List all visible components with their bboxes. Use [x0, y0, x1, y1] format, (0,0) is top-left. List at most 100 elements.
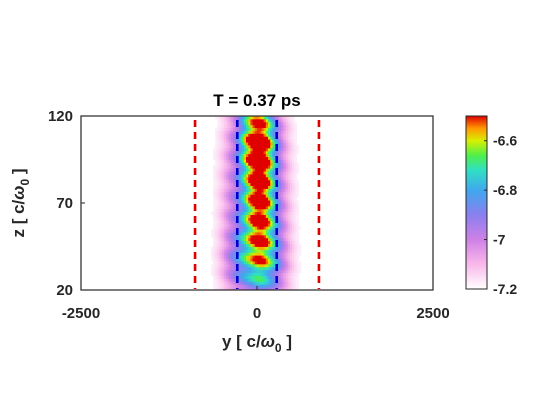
heatmap-cell	[226, 203, 229, 207]
heatmap-cell	[230, 116, 234, 120]
heatmap-cell	[230, 203, 234, 207]
heatmap-cell	[265, 136, 269, 140]
heatmap-cell	[270, 124, 273, 128]
heatmap-cell	[259, 147, 262, 152]
heatmap-cell	[213, 278, 216, 282]
heatmap-cell	[219, 171, 223, 175]
heatmap-cell	[221, 153, 225, 157]
heatmap-cell	[250, 200, 253, 204]
heatmap-cell	[268, 258, 271, 262]
heatmap-cell	[290, 153, 293, 157]
heatmap-cell	[243, 203, 247, 207]
heatmap-cell	[257, 142, 260, 146]
heatmap-cell	[279, 237, 282, 242]
heatmap-cell	[241, 133, 245, 137]
heatmap-cell	[217, 116, 220, 120]
heatmap-cell	[239, 243, 242, 247]
heatmap-cell	[285, 121, 289, 126]
heatmap-cell	[296, 263, 300, 268]
heatmap-cell	[296, 185, 300, 189]
heatmap-cell	[292, 150, 295, 155]
heatmap-cell	[257, 139, 260, 143]
heatmap-cell	[239, 223, 242, 227]
heatmap-cell	[270, 179, 273, 184]
heatmap-cell	[274, 165, 278, 169]
heatmap-cell	[226, 272, 229, 276]
heatmap-cell	[217, 281, 220, 285]
heatmap-cell	[259, 142, 262, 146]
heatmap-cell	[221, 237, 225, 242]
heatmap-cell	[259, 153, 262, 157]
heatmap-cell	[243, 118, 247, 123]
heatmap-cell	[290, 197, 293, 201]
heatmap-cell	[241, 162, 245, 166]
heatmap-cell	[219, 211, 223, 215]
heatmap-cell	[239, 174, 242, 178]
heatmap-cell	[294, 246, 297, 250]
heatmap-cell	[296, 217, 300, 221]
heatmap-cell	[217, 220, 220, 224]
heatmap-cell	[243, 185, 247, 189]
heatmap-cell	[292, 229, 295, 233]
heatmap-cell	[290, 156, 293, 160]
colorbar-ticks: -7.2-7-6.8-6.6	[484, 133, 517, 297]
heatmap-cell	[243, 234, 247, 239]
heatmap-cell	[263, 182, 267, 186]
heatmap-cell	[241, 147, 245, 152]
heatmap-cell	[210, 269, 214, 273]
heatmap-cell	[213, 220, 216, 224]
heatmap-cell	[290, 255, 293, 259]
heatmap-cell	[259, 162, 262, 166]
heatmap-cell	[239, 179, 242, 184]
heatmap-cell	[239, 118, 242, 123]
heatmap-cell	[217, 139, 220, 143]
heatmap-cell	[285, 147, 289, 152]
heatmap-cell	[252, 243, 256, 247]
heatmap-cell	[250, 194, 253, 198]
heatmap-cell	[259, 179, 262, 184]
heatmap-cell	[270, 246, 273, 250]
heatmap-cell	[263, 127, 267, 131]
heatmap-cell	[252, 174, 256, 178]
heatmap-cell	[294, 252, 297, 256]
heatmap-cell	[228, 226, 231, 230]
heatmap-cell	[290, 243, 293, 247]
heatmap-cell	[296, 278, 300, 282]
heatmap-cell	[287, 217, 291, 221]
heatmap-cell	[261, 281, 264, 285]
heatmap-cell	[270, 147, 273, 152]
heatmap-cell	[261, 246, 264, 250]
heatmap-cell	[261, 127, 264, 131]
heatmap-cell	[248, 275, 251, 279]
heatmap-cell	[250, 171, 253, 175]
heatmap-cell	[250, 145, 253, 149]
heatmap-cell	[263, 116, 267, 120]
heatmap-cell	[239, 159, 242, 163]
heatmap-cell	[248, 147, 251, 152]
heatmap-cell	[241, 179, 245, 184]
heatmap-cell	[210, 232, 214, 236]
heatmap-cell	[263, 205, 267, 210]
heatmap-cell	[246, 124, 249, 128]
heatmap-cell	[259, 223, 262, 227]
heatmap-cell	[219, 269, 223, 273]
heatmap-cell	[272, 234, 275, 239]
heatmap-cell	[246, 176, 249, 181]
heatmap-cell	[246, 174, 249, 178]
heatmap-cell	[239, 229, 242, 233]
heatmap-cell	[250, 275, 253, 279]
heatmap-cell	[243, 142, 247, 146]
heatmap-cell	[283, 211, 286, 215]
heatmap-cell	[217, 185, 220, 189]
heatmap-cell	[287, 171, 291, 175]
heatmap-cell	[265, 281, 269, 285]
heatmap-cell	[221, 168, 225, 172]
colorbar-tick-label: -6.8	[493, 182, 517, 198]
heatmap-cell	[241, 249, 245, 253]
heatmap-cell	[296, 229, 300, 233]
heatmap-cell	[250, 124, 253, 128]
heatmap-cell	[217, 124, 220, 128]
heatmap-cell	[246, 284, 249, 288]
heatmap-cell	[268, 124, 271, 128]
heatmap-cell	[270, 223, 273, 227]
